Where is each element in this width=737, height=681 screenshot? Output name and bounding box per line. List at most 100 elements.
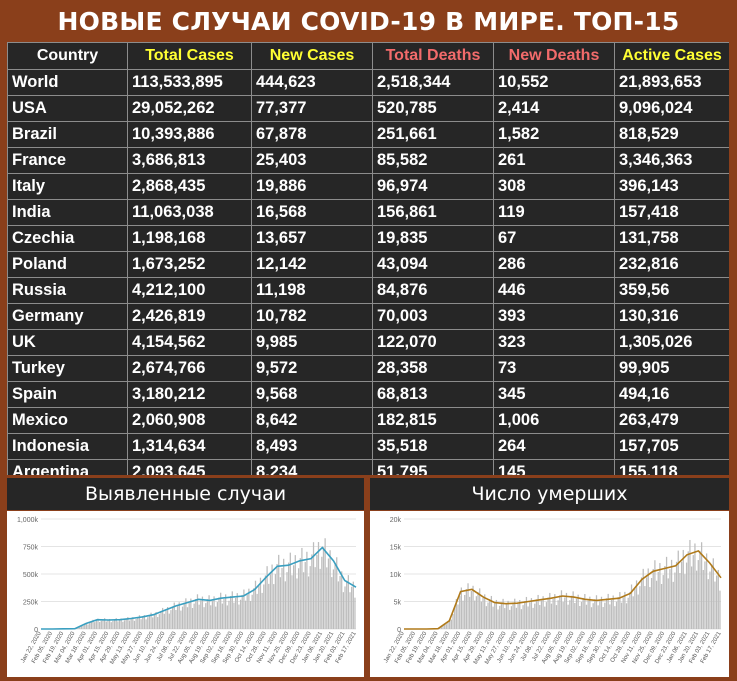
deaths-bar — [714, 581, 716, 629]
cases-bar — [294, 555, 296, 629]
deaths-bar — [544, 606, 546, 629]
deaths-bar — [612, 595, 614, 629]
deaths-bar — [484, 594, 486, 629]
deaths-bar — [454, 607, 456, 629]
deaths-bar — [520, 609, 523, 629]
deaths-bar — [535, 599, 538, 629]
cell-total-cases: 2,060,908 — [127, 407, 252, 434]
cases-y-tick-label: 750k — [23, 545, 39, 552]
cell-total-deaths: 2,518,344 — [372, 69, 494, 96]
deaths-bar — [637, 594, 639, 629]
cell-total-deaths: 122,070 — [372, 329, 494, 356]
cases-bar — [135, 619, 137, 629]
cell-active-cases: 131,758 — [614, 225, 729, 252]
deaths-bar — [690, 566, 693, 629]
cases-y-tick-label: 1,000k — [17, 517, 39, 524]
deaths-bar — [589, 596, 591, 629]
deaths-bar — [645, 577, 648, 629]
cases-bar — [165, 610, 167, 629]
cases-bar — [123, 620, 126, 629]
cell-new-cases: 9,572 — [251, 355, 373, 382]
cell-new-deaths: 393 — [493, 303, 615, 330]
cases-bar — [276, 564, 278, 629]
deaths-bar — [537, 594, 539, 629]
cell-total-cases: 29,052,262 — [127, 95, 252, 122]
cases-chart-panel: 0 250k 500k 750k 1,000k Jan 22, 2020 Feb 05, 2… — [7, 511, 364, 677]
covid-table: Country Total Cases New Cases Total Deat… — [7, 42, 729, 475]
deaths-bar — [529, 602, 531, 629]
deaths-bar — [490, 595, 493, 629]
deaths-bar — [649, 587, 651, 629]
deaths-y-tick-label: 0 — [397, 627, 401, 634]
cases-bar — [278, 554, 280, 629]
cell-total-cases: 1,198,168 — [127, 225, 252, 252]
cases-bar — [190, 598, 192, 629]
deaths-bar — [679, 573, 681, 629]
cases-bar — [213, 596, 215, 629]
deaths-bar — [659, 563, 661, 629]
cases-bar — [220, 592, 222, 629]
cell-total-deaths: 70,003 — [372, 303, 494, 330]
deaths-bar — [619, 592, 621, 629]
cell-total-deaths: 28,358 — [372, 355, 494, 382]
deaths-bar — [650, 577, 653, 629]
table-row: Brazil 10,393,886 67,878 251,661 1,582 818,52… — [7, 121, 729, 148]
deaths-trend-line — [404, 549, 722, 630]
cases-bar — [263, 584, 265, 629]
cases-bar — [233, 602, 235, 629]
cases-bar — [193, 603, 195, 629]
cases-bar — [332, 569, 335, 629]
deaths-bar — [715, 575, 718, 629]
cases-bar — [115, 618, 117, 629]
deaths-bar — [475, 596, 478, 629]
table-row: Russia 4,212,100 11,198 84,876 446 359,56 — [7, 277, 729, 304]
deaths-bar — [647, 568, 649, 629]
cell-active-cases: 99,905 — [614, 355, 729, 382]
cases-bar — [225, 594, 227, 629]
deaths-bar — [639, 586, 641, 629]
deaths-bar — [629, 591, 631, 629]
cases-bar — [178, 602, 180, 629]
cell-total-cases: 2,868,435 — [127, 173, 252, 200]
table-row: France 3,686,813 25,403 85,582 261 3,346,363 — [7, 147, 729, 174]
cell-total-deaths: 251,661 — [372, 121, 494, 148]
deaths-bar — [630, 584, 633, 629]
cell-total-cases: 2,426,819 — [127, 303, 252, 330]
deaths-bar — [600, 596, 603, 629]
deaths-bar — [594, 599, 596, 629]
cases-bar — [198, 604, 200, 629]
deaths-bar — [669, 569, 671, 629]
cases-y-tick-label: 0 — [34, 627, 38, 634]
cell-total-deaths: 35,518 — [372, 433, 494, 460]
cases-bar — [352, 581, 354, 629]
deaths-bar — [597, 605, 599, 629]
deaths-bar — [660, 584, 663, 629]
cell-new-cases: 9,985 — [251, 329, 373, 356]
deaths-bar — [615, 601, 618, 629]
deaths-bar — [664, 566, 666, 629]
deaths-bar — [452, 613, 454, 629]
cases-bar — [87, 624, 89, 629]
cases-bar — [173, 602, 175, 629]
table-row: Poland 1,673,252 12,142 43,094 286 232,816 — [7, 251, 729, 278]
cell-new-deaths: 308 — [493, 173, 615, 200]
cases-y-tick-label: 500k — [23, 572, 39, 579]
deaths-bar — [514, 598, 516, 629]
cases-bar — [251, 594, 253, 629]
deaths-bar — [665, 556, 668, 629]
cell-country: Argentina — [7, 459, 128, 475]
cases-bar — [306, 551, 308, 629]
cases-bar — [133, 620, 136, 629]
cases-bar — [127, 617, 129, 629]
deaths-bar — [602, 607, 604, 629]
cell-total-cases: 2,674,766 — [127, 355, 252, 382]
cases-bar — [163, 613, 165, 629]
cell-active-cases: 232,816 — [614, 251, 729, 278]
deaths-bar — [499, 605, 501, 629]
deaths-bar — [550, 603, 553, 629]
cell-active-cases: 130,316 — [614, 303, 729, 330]
deaths-bar — [632, 596, 634, 629]
deaths-bar — [449, 619, 451, 629]
cases-bar — [160, 611, 162, 629]
deaths-bar — [687, 551, 689, 629]
